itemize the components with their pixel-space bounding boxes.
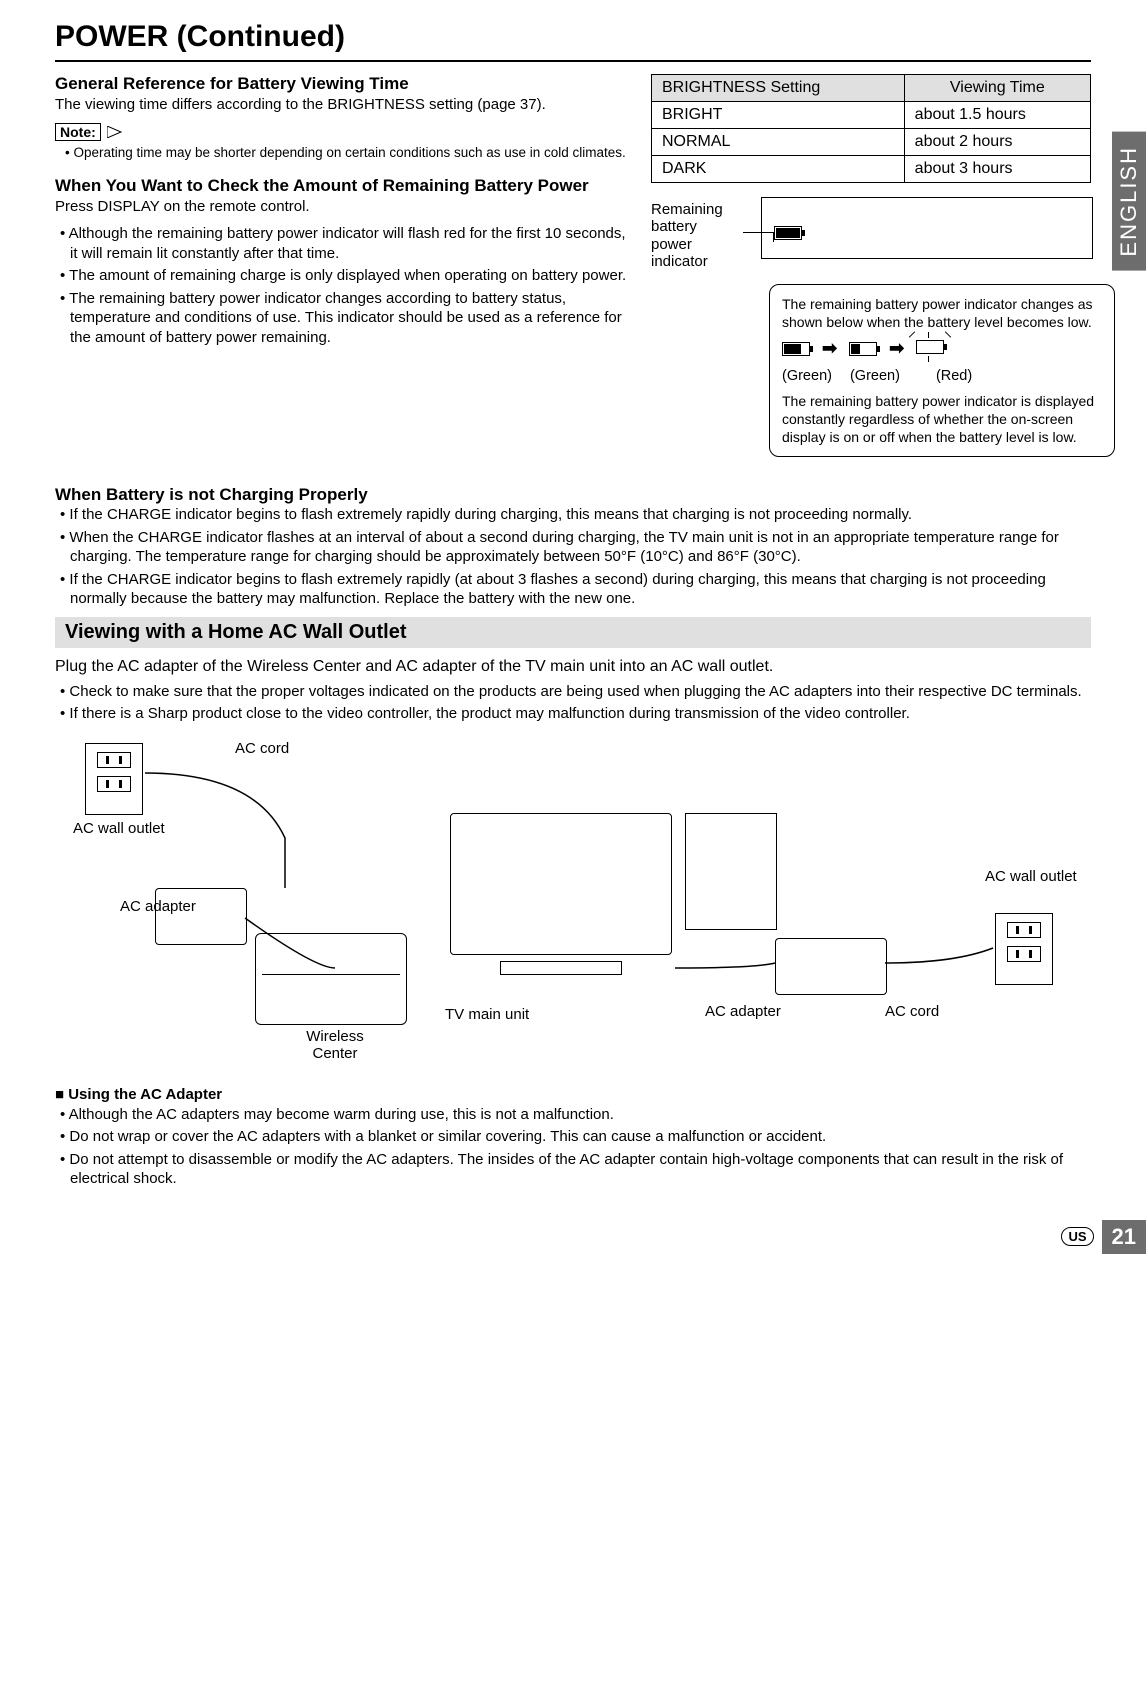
brightness-table: BRIGHTNESS Setting Viewing Time BRIGHTab… — [651, 74, 1091, 183]
using-adapter-head: ■ Using the AC Adapter — [55, 1086, 1091, 1103]
note-label: Note: — [55, 123, 101, 141]
table-header: BRIGHTNESS Setting — [652, 75, 905, 102]
list-item: Do not attempt to disassemble or modify … — [70, 1150, 1091, 1189]
page-number: 21 — [1102, 1220, 1146, 1254]
table-cell: BRIGHT — [652, 102, 905, 129]
note-bullet: • Operating time may be shorter dependin… — [65, 145, 629, 162]
battery-icon — [774, 226, 802, 240]
notcharging-head: When Battery is not Charging Properly — [55, 485, 1091, 505]
language-tab: ENGLISH — [1112, 132, 1146, 271]
using-adapter-bullets: Although the AC adapters may become warm… — [55, 1105, 1091, 1189]
region-badge: US — [1061, 1227, 1093, 1246]
table-cell: about 1.5 hours — [904, 102, 1090, 129]
check-bullet: The remaining battery power indicator ch… — [70, 289, 629, 348]
page-title: POWER (Continued) — [55, 20, 1091, 54]
section-band: Viewing with a Home AC Wall Outlet — [55, 617, 1091, 648]
list-item: If the CHARGE indicator begins to flash … — [70, 505, 1091, 525]
battery-diagram: Remaining battery power indicator The re… — [651, 197, 1091, 457]
list-item: Check to make sure that the proper volta… — [70, 682, 1091, 702]
general-head: General Reference for Battery Viewing Ti… — [55, 74, 629, 94]
arrow-icon: ➡ — [889, 337, 904, 360]
list-item: Although the AC adapters may become warm… — [70, 1105, 1091, 1125]
heading-rule — [55, 60, 1091, 62]
battery-icon — [782, 342, 810, 356]
list-item: When the CHARGE indicator flashes at an … — [70, 528, 1091, 567]
arrow-icon: ➡ — [822, 337, 837, 360]
table-cell: about 2 hours — [904, 129, 1090, 156]
list-item: If the CHARGE indicator begins to flash … — [70, 570, 1091, 609]
check-bullet: The amount of remaining charge is only d… — [70, 266, 629, 286]
list-item: If there is a Sharp product close to the… — [70, 704, 1091, 724]
callout-text: The remaining battery power indicator is… — [782, 392, 1102, 447]
check-head: When You Want to Check the Amount of Rem… — [55, 176, 629, 196]
ac-bullets: Check to make sure that the proper volta… — [55, 682, 1091, 724]
note-arrow-icon — [107, 126, 129, 138]
list-item: Do not wrap or cover the AC adapters wit… — [70, 1127, 1091, 1147]
color-label: (Green) — [850, 367, 900, 386]
battery-blink-icon — [916, 340, 944, 358]
battery-icon — [849, 342, 877, 356]
table-header: Viewing Time — [904, 75, 1090, 102]
check-para: Press DISPLAY on the remote control. — [55, 198, 629, 217]
battery-sequence: ➡ ➡ — [782, 337, 1102, 360]
table-cell: NORMAL — [652, 129, 905, 156]
cable-lines — [55, 738, 1075, 1068]
callout-text: The remaining battery power indicator ch… — [782, 295, 1102, 331]
check-bullet: Although the remaining battery power ind… — [70, 224, 629, 263]
battery-callout: The remaining battery power indicator ch… — [769, 284, 1115, 457]
indicator-label: Remaining battery power indicator — [651, 201, 741, 270]
notcharging-bullets: If the CHARGE indicator begins to flash … — [55, 505, 1091, 609]
color-label: (Red) — [936, 367, 972, 386]
table-cell: DARK — [652, 156, 905, 183]
check-bullets: Although the remaining battery power ind… — [55, 224, 629, 347]
table-cell: about 3 hours — [904, 156, 1090, 183]
battery-screen — [761, 197, 1093, 259]
ac-connection-diagram: AC wall outlet AC cord AC adapter Wirele… — [55, 738, 1091, 1068]
color-label: (Green) — [782, 367, 832, 386]
ac-intro: Plug the AC adapter of the Wireless Cent… — [55, 658, 1091, 676]
general-para: The viewing time differs according to th… — [55, 96, 629, 115]
